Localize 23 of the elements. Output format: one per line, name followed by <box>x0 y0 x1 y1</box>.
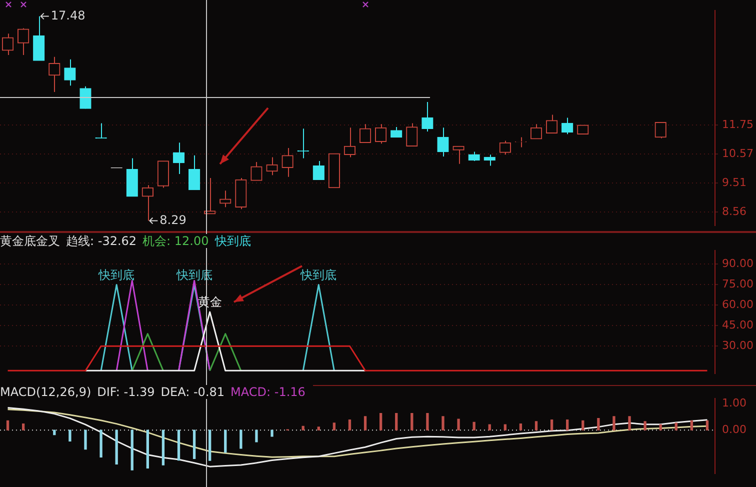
annotation: 17.48 <box>50 8 86 22</box>
y-tick-label: 9.51 <box>722 176 746 189</box>
y-tick-label: 75.00 <box>722 278 754 291</box>
annotation: MACD: -1.16 <box>230 385 306 399</box>
chart-title: 黄金底金叉 <box>0 234 60 248</box>
text: 趋线: -32.62 <box>66 234 137 248</box>
y-tick-label: 0.00 <box>722 422 746 436</box>
y-tick-label: 30.00 <box>722 338 754 352</box>
data-label: 快到底 <box>98 268 135 282</box>
annotation: DEA: -0.81 <box>160 385 225 399</box>
annotation: 8.29 <box>160 212 186 227</box>
y-tick-label: 10.57 <box>722 146 754 160</box>
y-tick-label: 8.56 <box>722 204 746 218</box>
y-tick-label: 45.00 <box>722 318 754 332</box>
y-tick-label: 60.00 <box>722 298 754 312</box>
annotation: DIF: -1.39 <box>97 385 155 399</box>
y-tick-label: 90.00 <box>722 257 754 270</box>
y-tick-label: 1.00 <box>722 396 746 410</box>
text: 机会: 12.00 <box>142 234 209 248</box>
chart-title: MACD(12,26,9) <box>0 385 92 399</box>
y-tick-label: 11.75 <box>722 118 754 131</box>
text: 快到底 <box>214 234 251 248</box>
data-label: 快到底 <box>300 268 337 282</box>
